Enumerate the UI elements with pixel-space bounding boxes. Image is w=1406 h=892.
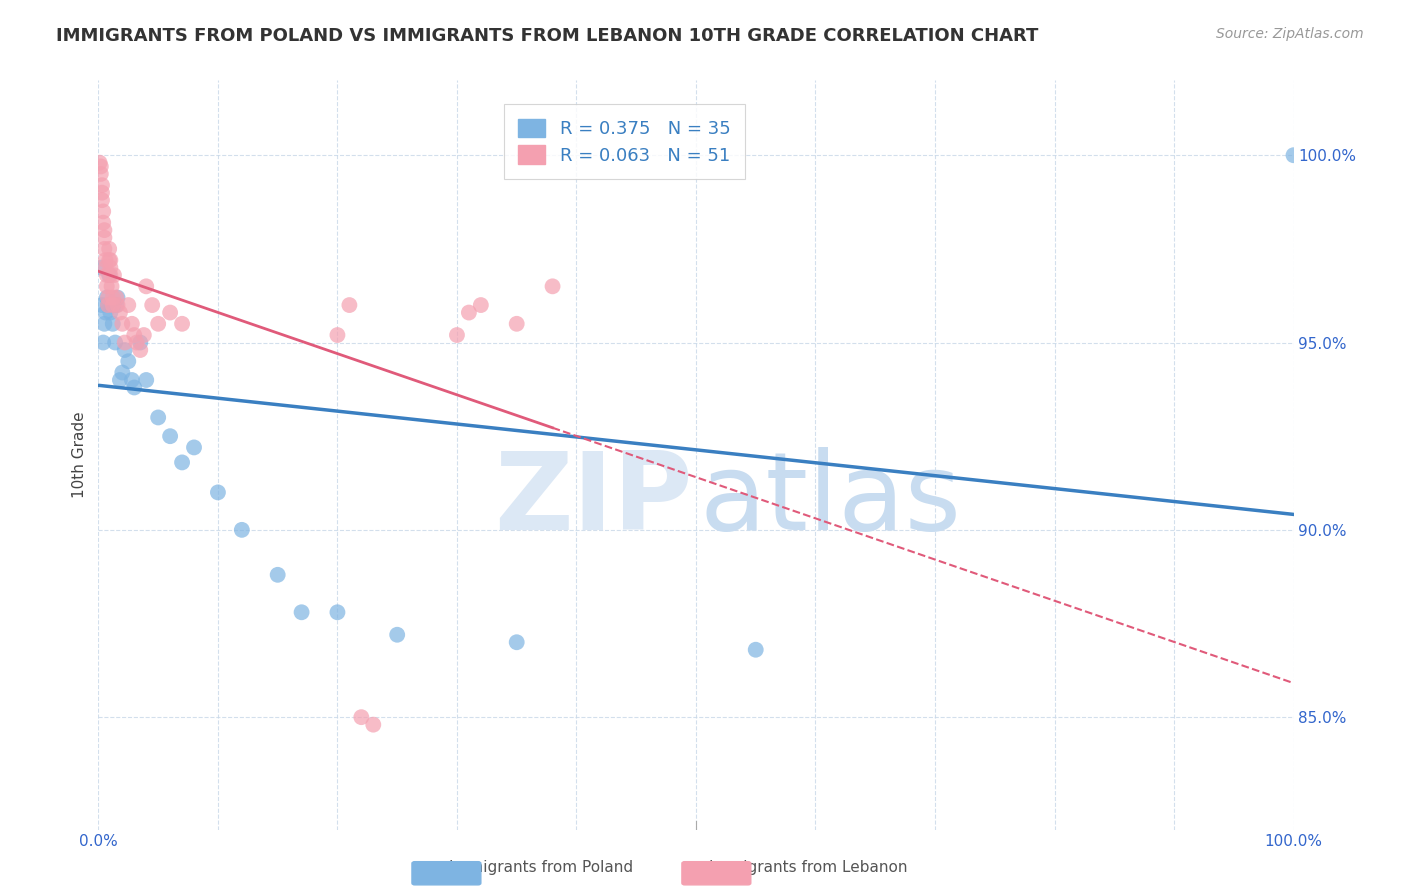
Text: atlas: atlas [700,447,962,553]
Immigrants from Poland [326,605,349,619]
Immigrants from Poland [90,260,112,275]
Immigrants from Lebanon [98,253,122,268]
Immigrants from Poland [207,485,229,500]
Immigrants from Lebanon [90,167,112,181]
Immigrants from Lebanon [107,298,129,312]
Immigrants from Poland [108,373,131,387]
Immigrants from Lebanon [91,178,114,193]
Text: Immigrants from Poland: Immigrants from Poland [450,861,633,875]
Immigrants from Poland [91,298,114,312]
Immigrants from Lebanon [101,291,124,305]
Immigrants from Lebanon [135,279,157,293]
Immigrants from Poland [103,298,125,312]
Immigrants from Lebanon [108,305,131,319]
Immigrants from Poland [111,366,134,380]
Immigrants from Lebanon [94,260,117,275]
Text: ZIP: ZIP [494,447,692,553]
Immigrants from Poland [135,373,157,387]
Immigrants from Lebanon [89,155,111,169]
Immigrants from Lebanon [98,268,122,282]
Immigrants from Poland [98,268,121,282]
Immigrants from Poland [104,335,127,350]
Immigrants from Lebanon [100,279,122,293]
Immigrants from Lebanon [98,242,121,256]
Immigrants from Lebanon [121,317,143,331]
Immigrants from Lebanon [93,230,115,244]
Text: IMMIGRANTS FROM POLAND VS IMMIGRANTS FROM LEBANON 10TH GRADE CORRELATION CHART: IMMIGRANTS FROM POLAND VS IMMIGRANTS FRO… [56,27,1039,45]
Immigrants from Lebanon [98,260,122,275]
Immigrants from Lebanon [470,298,492,312]
Immigrants from Lebanon [91,186,114,200]
Immigrants from Poland [385,628,409,642]
Immigrants from Lebanon [124,328,146,343]
Text: Source: ZipAtlas.com: Source: ZipAtlas.com [1216,27,1364,41]
Immigrants from Poland [148,410,170,425]
Immigrants from Lebanon [326,328,349,343]
Immigrants from Lebanon [506,317,529,331]
Immigrants from Lebanon [101,298,124,312]
Immigrants from Poland [98,305,122,319]
Immigrants from Lebanon [132,328,155,343]
Immigrants from Poland [94,305,117,319]
Immigrants from Lebanon [111,317,134,331]
Immigrants from Poland [121,373,143,387]
Immigrants from Poland [267,567,290,582]
Immigrants from Poland [91,335,114,350]
Immigrants from Lebanon [97,298,120,312]
Immigrants from Lebanon [117,298,139,312]
Immigrants from Poland [506,635,529,649]
Immigrants from Lebanon [129,343,152,357]
Immigrants from Lebanon [91,193,114,207]
Immigrants from Lebanon [91,216,114,230]
Immigrants from Lebanon [103,268,125,282]
Immigrants from Poland [105,298,128,312]
Immigrants from Lebanon [339,298,361,312]
Immigrants from Lebanon [148,317,170,331]
Immigrants from Poland [291,605,314,619]
Immigrants from Poland [159,429,181,443]
Immigrants from Poland [745,642,768,657]
Immigrants from Lebanon [96,268,118,282]
Text: Immigrants from Lebanon: Immigrants from Lebanon [709,861,908,875]
Immigrants from Lebanon [94,253,117,268]
Immigrants from Poland [93,317,115,331]
Immigrants from Lebanon [97,291,120,305]
Immigrants from Lebanon [96,279,118,293]
Immigrants from Poland [183,441,205,455]
Legend: R = 0.375   N = 35, R = 0.063   N = 51: R = 0.375 N = 35, R = 0.063 N = 51 [503,104,745,179]
Immigrants from Lebanon [93,242,115,256]
Y-axis label: 10th Grade: 10th Grade [72,411,87,499]
Immigrants from Lebanon [114,335,136,350]
Immigrants from Lebanon [91,204,114,219]
Immigrants from Poland [231,523,253,537]
Immigrants from Lebanon [90,160,112,174]
Immigrants from Lebanon [446,328,468,343]
Immigrants from Lebanon [363,717,385,731]
Immigrants from Lebanon [93,223,115,237]
Immigrants from Lebanon [159,305,181,319]
Immigrants from Poland [129,335,152,350]
Immigrants from Lebanon [125,335,148,350]
Immigrants from Lebanon [172,317,194,331]
Immigrants from Poland [97,298,120,312]
Immigrants from Poland [107,291,129,305]
Immigrants from Lebanon [105,291,128,305]
Immigrants from Poland [172,455,194,469]
Immigrants from Lebanon [98,253,121,268]
Immigrants from Poland [114,343,136,357]
Immigrants from Lebanon [141,298,163,312]
Immigrants from Poland [117,354,139,368]
Immigrants from Lebanon [458,305,481,319]
Immigrants from Lebanon [350,710,373,724]
Immigrants from Lebanon [541,279,564,293]
Immigrants from Poland [1282,148,1305,162]
Immigrants from Poland [96,291,118,305]
Immigrants from Poland [101,317,124,331]
Immigrants from Poland [124,380,146,394]
